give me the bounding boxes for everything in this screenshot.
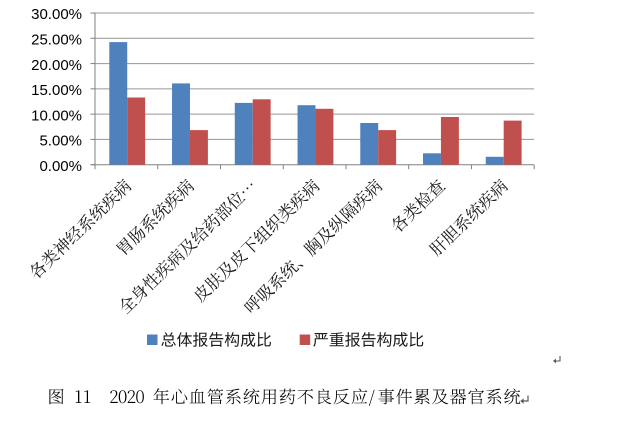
- svg-text:10.00%: 10.00%: [31, 107, 82, 124]
- svg-text:0.00%: 0.00%: [39, 158, 82, 175]
- svg-text:15.00%: 15.00%: [31, 82, 82, 99]
- svg-text:25.00%: 25.00%: [31, 31, 82, 48]
- svg-text:20.00%: 20.00%: [31, 57, 82, 74]
- svg-text:30.00%: 30.00%: [31, 6, 82, 23]
- svg-text:5.00%: 5.00%: [39, 133, 82, 150]
